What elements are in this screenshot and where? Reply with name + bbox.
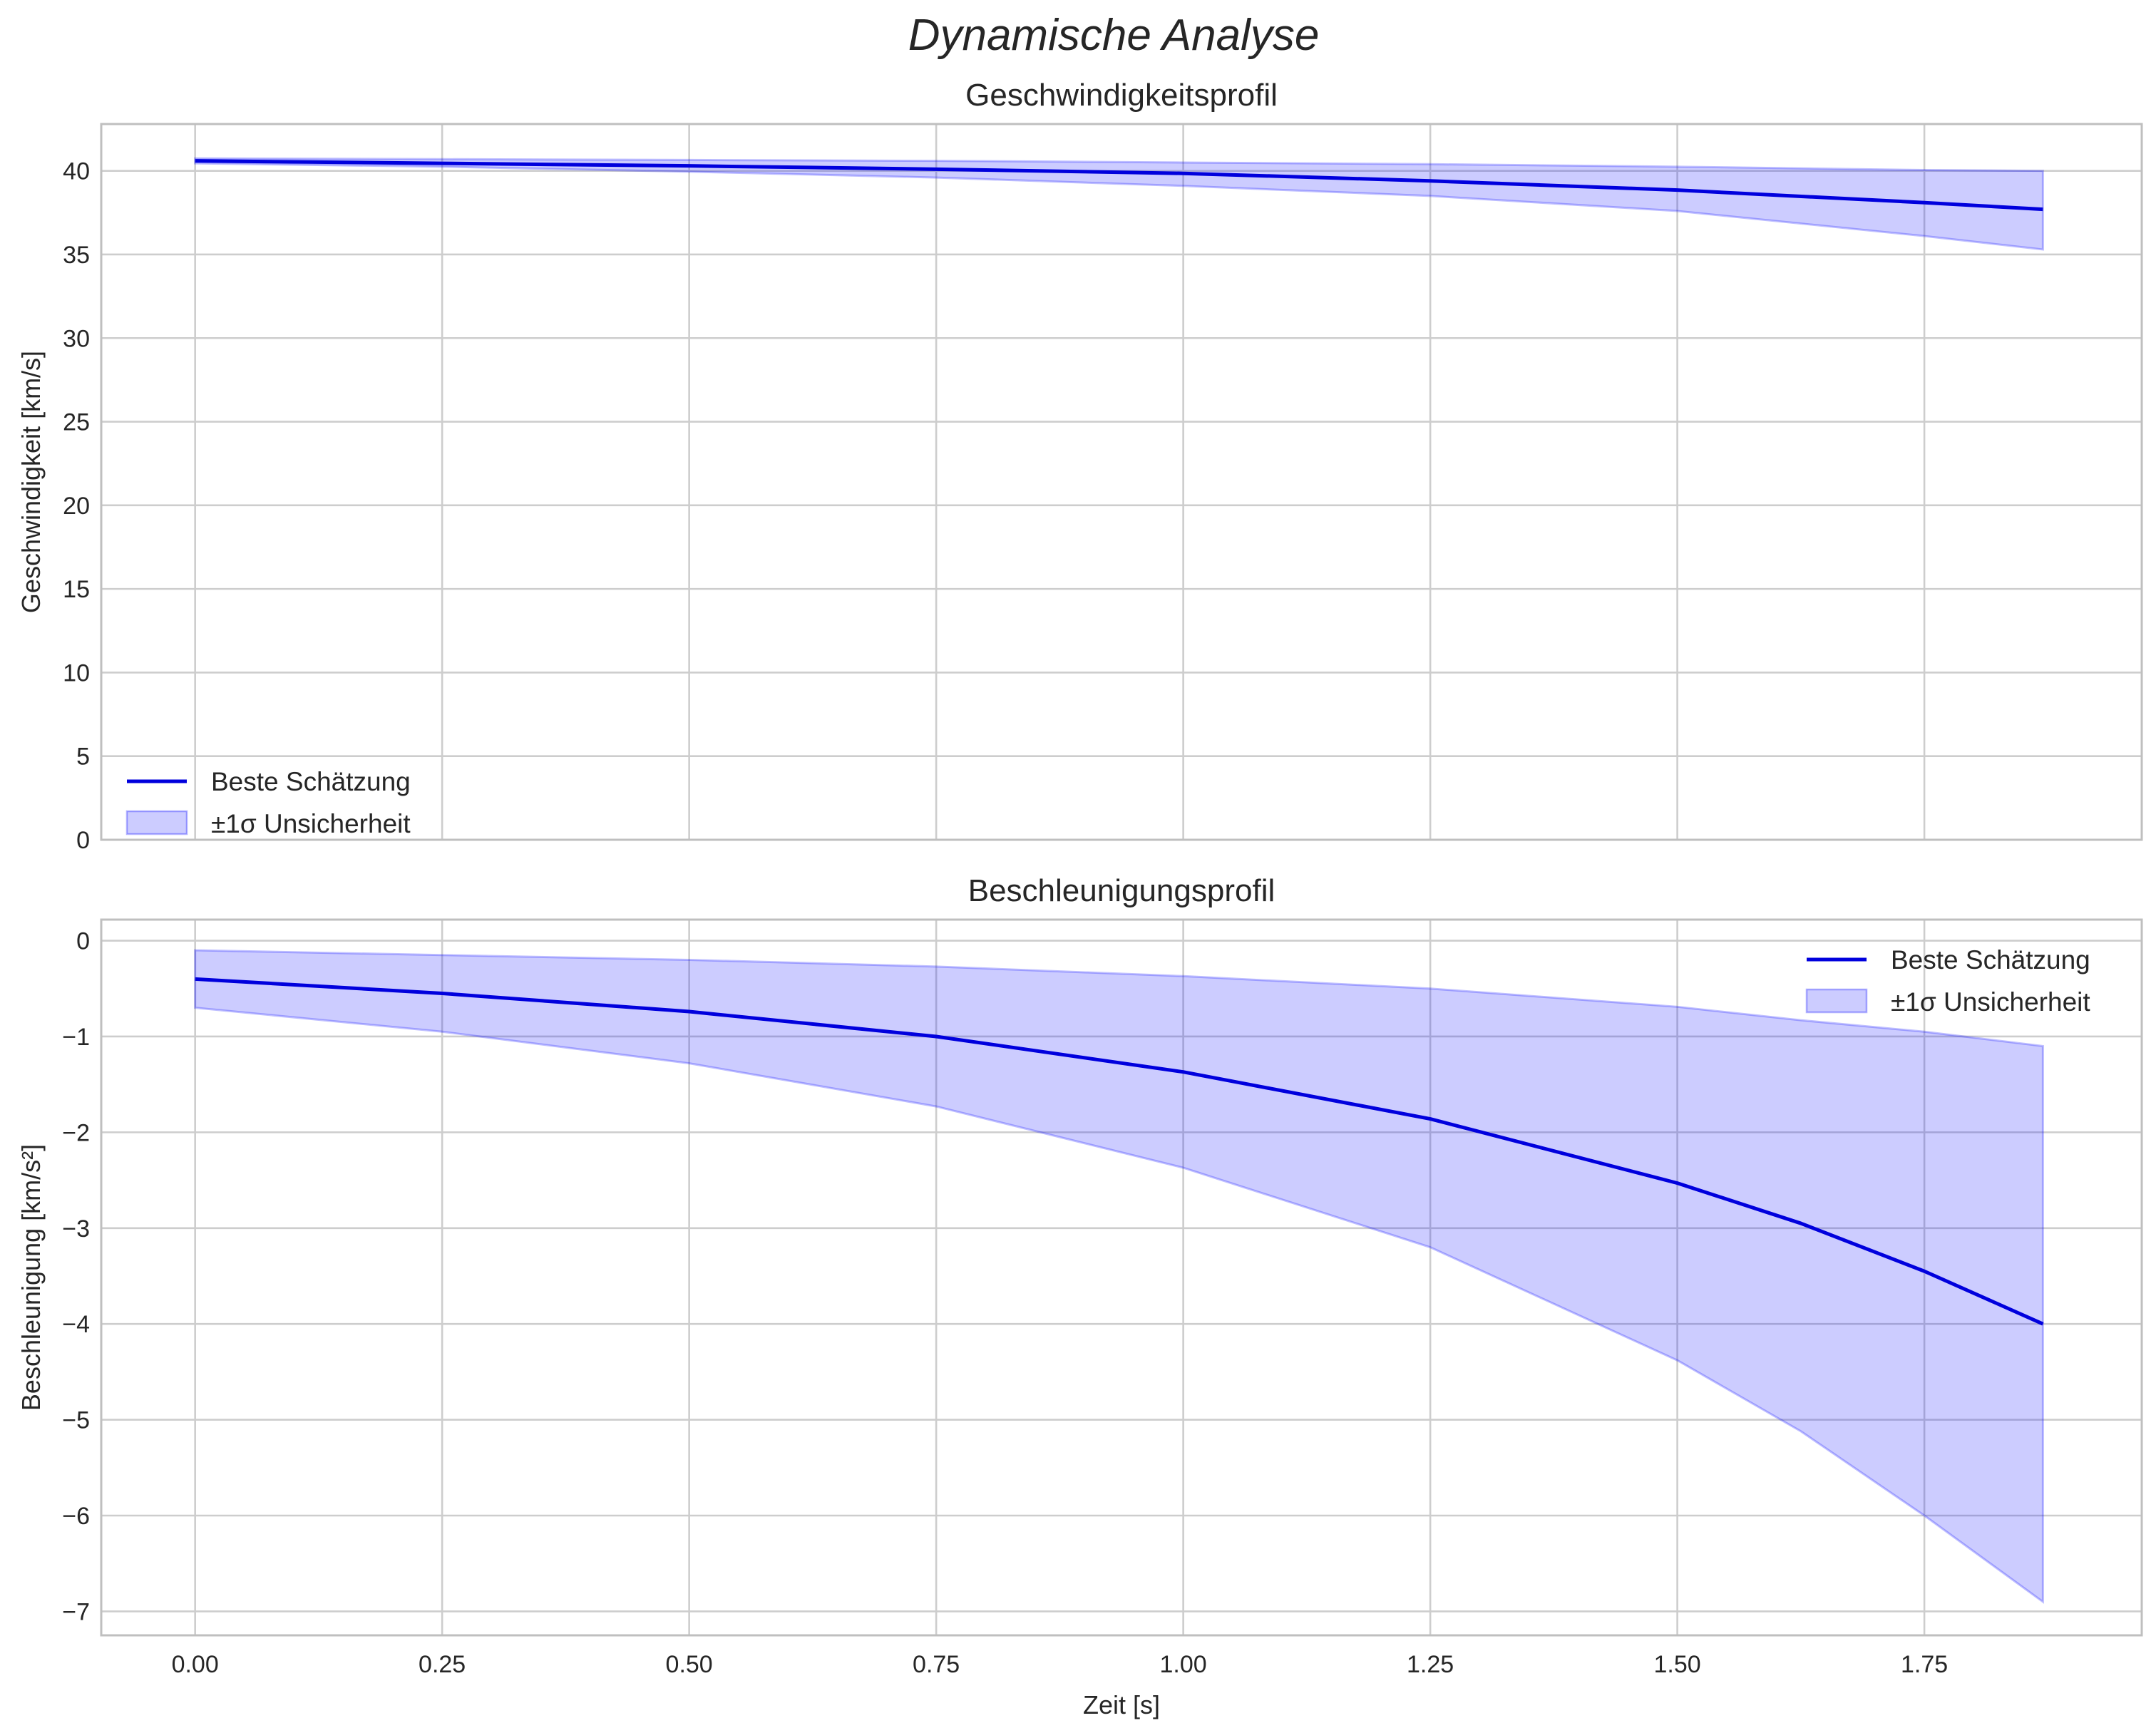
uncertainty-band	[194, 949, 2044, 1604]
x-axis-label: Zeit [s]	[1083, 1690, 1160, 1719]
uncertainty-band	[194, 157, 2044, 251]
y-tick-label: −6	[62, 1503, 90, 1530]
subplots: 0 5 10 15 20 25 30 35 40 Geschwindigkeitsprofil Ge…	[16, 78, 2143, 1719]
x-tick-label: 0.25	[419, 1651, 466, 1678]
x-tick-label: 1.50	[1654, 1651, 1701, 1678]
y-tick-label: 10	[63, 659, 90, 686]
x-tick-label: 0.00	[172, 1651, 219, 1678]
best-estimate-line	[195, 977, 2044, 1326]
y-axis-label: Geschwindigkeit [km/s]	[16, 351, 46, 613]
y-tick-label: 25	[63, 409, 90, 436]
legend-label-uncertainty: ±1σ Unsicherheit	[1891, 987, 2090, 1017]
x-tick-label: 1.00	[1160, 1651, 1207, 1678]
y-tick-label: 35	[63, 242, 90, 269]
y-tick-label: −4	[62, 1311, 90, 1338]
x-tick-label: 1.75	[1901, 1651, 1948, 1678]
y-tick-label: −3	[62, 1215, 90, 1243]
legend: Beste Schätzung ±1σ Unsicherheit	[125, 767, 411, 838]
legend-label-estimate: Beste Schätzung	[1891, 945, 2090, 974]
y-tick-label: −2	[62, 1119, 90, 1146]
y-tick-label: 20	[63, 493, 90, 520]
y-axis-label: Beschleunigung [km/s²]	[16, 1144, 46, 1411]
subplot-1: 0 5 10 15 20 25 30 35 40 Geschwindigkeitsprofil Ge…	[16, 78, 2143, 854]
subplot-title: Beschleunigungsprofil	[968, 873, 1275, 908]
legend-label-estimate: Beste Schätzung	[211, 767, 411, 796]
y-tick-label: 0	[76, 928, 90, 955]
y-tick-label: 0	[76, 827, 90, 854]
x-tick-label: 1.25	[1407, 1651, 1454, 1678]
legend-band-swatch	[1805, 988, 1868, 1014]
legend: Beste Schätzung ±1σ Unsicherheit	[1805, 945, 2090, 1017]
legend-band-swatch	[125, 810, 188, 835]
y-tick-label: −5	[62, 1407, 90, 1434]
y-tick-label: 30	[63, 325, 90, 352]
axes-frame	[100, 123, 2143, 841]
y-tick-label: 40	[63, 158, 90, 185]
y-tick-label: −1	[62, 1024, 90, 1051]
subplot-2: 0 −1 −2 −3 −4 −5 −6 −7 0.00 0.25 0.50 0.75 1.00 1.25 1…	[16, 873, 2143, 1719]
y-tick-label: −7	[62, 1598, 90, 1625]
y-tick-label: 5	[76, 744, 90, 771]
figure-title: Dynamische Analyse	[908, 11, 1320, 60]
axes-frame	[100, 918, 2143, 1637]
legend-label-uncertainty: ±1σ Unsicherheit	[211, 809, 411, 838]
best-estimate-line	[195, 159, 2043, 212]
x-tick-label: 0.75	[913, 1651, 960, 1678]
y-tick-label: 15	[63, 576, 90, 603]
x-tick-label: 0.50	[666, 1651, 713, 1678]
subplot-title: Geschwindigkeitsprofil	[965, 78, 1278, 113]
